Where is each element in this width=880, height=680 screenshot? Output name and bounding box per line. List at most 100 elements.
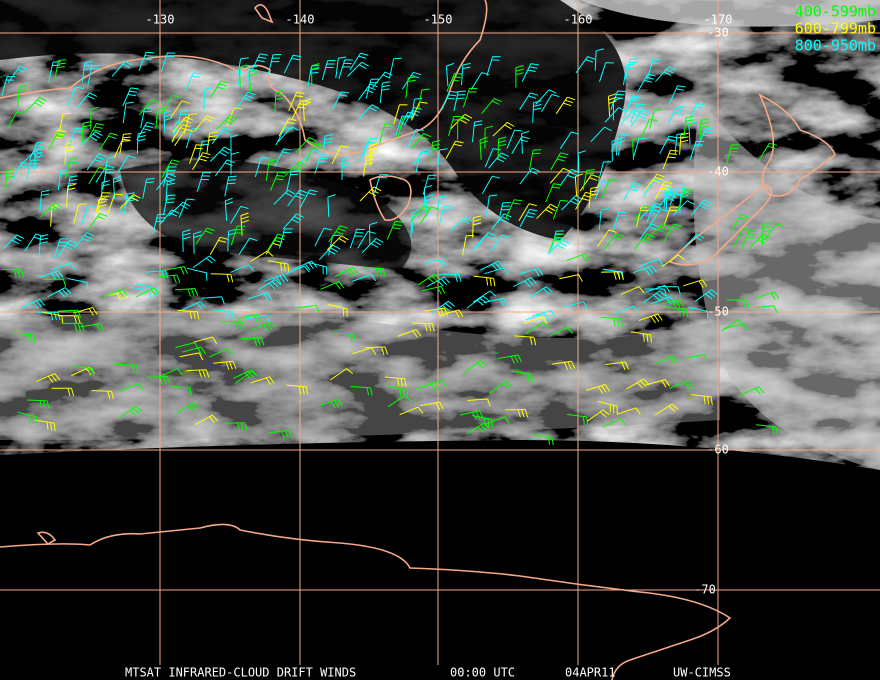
wind-barb [192,152,211,171]
wind-barb [160,52,176,73]
wind-barb [352,273,377,282]
wind-barb [270,171,287,191]
island-coast [253,4,274,24]
wind-barb [529,286,553,298]
wind-barb [412,322,435,332]
wind-barb [658,191,680,208]
longitude-label: -160 [564,13,593,27]
wind-barb [334,267,359,277]
wind-barb [95,192,111,212]
wind-barb [421,285,446,295]
wind-barb [221,320,245,330]
wind-barb [43,278,67,288]
wind-barb [331,145,349,165]
wind-barb [230,134,239,157]
wind-barb [274,90,284,113]
wind-barb [457,117,466,140]
longitude-label: -150 [424,13,453,27]
wind-barb [230,225,246,246]
wind-barb [87,64,100,86]
wind-barb [667,105,686,124]
wind-barb [374,173,389,194]
wind-barb [532,100,542,123]
wind-barb [178,198,195,218]
wind-barb [552,199,569,220]
wind-barb [730,214,749,233]
wind-barb [489,380,513,394]
wind-barb [545,183,562,203]
wind-barb [349,52,369,71]
wind-barb [521,130,530,154]
wind-barb [184,72,202,92]
wind-barb [177,309,200,320]
footer: MTSAT INFRARED-CLOUD DRIFT WINDS 00:00 U… [125,666,731,680]
wind-barb [361,238,384,254]
wind-barb [632,138,648,158]
wind-barb [566,253,591,262]
wind-barb [437,148,448,170]
wind-barb [333,332,357,343]
wind-barb [638,313,663,324]
wind-barb [579,174,600,192]
wind-barb [388,395,412,408]
wind-barb [91,390,114,400]
wind-barb [140,107,153,129]
wind-barb [498,354,523,364]
wind-barb [122,87,139,107]
wind-barb [431,300,455,314]
wind-barb [363,266,386,277]
wind-barb [81,60,93,83]
wind-barb [359,186,382,202]
wind-barb [201,296,225,305]
wind-barb [446,72,463,92]
wind-barb [624,95,640,116]
wind-barb [254,157,270,178]
australia-coast [0,0,488,156]
wind-barb [555,96,576,115]
wind-barb [523,316,548,325]
wind-barb [607,93,617,117]
wind-barb [603,233,624,250]
wind-barb [286,384,309,395]
wind-barb [152,213,166,235]
wind-barb [551,360,576,370]
wind-barb [481,175,501,194]
wind-barb [162,94,181,114]
wind-barb [314,154,329,174]
wind-barb [548,233,565,253]
wind-barb [67,86,84,106]
wind-barb [311,63,320,86]
wind-barb [497,202,511,223]
wind-barb [436,195,448,217]
wind-barb [748,233,770,249]
wind-barb [597,229,617,247]
wind-barb [5,168,15,191]
wind-barb [646,59,661,80]
wind-barb [679,132,689,155]
wind-barb [566,413,589,425]
wind-barb [226,107,243,127]
coastlines [0,0,836,680]
wind-barb [632,265,657,276]
wind-barb [586,409,610,423]
wind-barb [365,346,388,355]
longitude-label: -140 [286,13,315,27]
wind-barb [102,168,115,190]
wind-barb [40,202,63,218]
wind-barb [230,151,240,175]
wind-barb [122,101,134,124]
wind-barb [194,414,219,426]
wind-barb [193,336,218,345]
wind-barb [158,368,183,378]
wind-barb [182,301,206,311]
wind-barb [630,103,646,124]
wind-barb [349,228,365,249]
wind-barb [257,278,282,291]
wind-barb [481,97,502,115]
wind-barb [590,126,612,143]
wind-barb [639,258,664,267]
new-zealand-south-coast [668,184,773,266]
wind-barb [224,422,248,431]
wind-barb [107,193,123,214]
wind-barb [497,136,507,160]
